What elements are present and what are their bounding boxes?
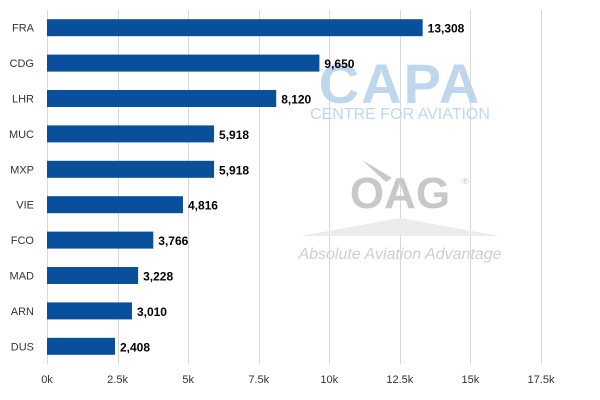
bar-arn bbox=[47, 302, 132, 320]
bar-vie bbox=[47, 196, 183, 214]
data-label: 2,408 bbox=[120, 340, 150, 354]
x-axis-tick-labels: 0k 2.5k 5k 7.5k 10k 12.5k 15k 17.5k bbox=[41, 374, 555, 386]
x-tick-label: 0k bbox=[41, 374, 53, 386]
oag-swoosh-icon bbox=[362, 160, 392, 182]
oag-tagline: Absolute Aviation Advantage bbox=[297, 246, 501, 263]
category-label: VIE bbox=[16, 200, 34, 212]
x-tick-label: 5k bbox=[182, 374, 194, 386]
bar-muc bbox=[47, 125, 215, 143]
category-label: ARN bbox=[11, 306, 34, 318]
bar-lhr bbox=[47, 90, 277, 107]
oag-logo-text: OAG bbox=[350, 169, 450, 218]
x-tick-label: 2.5k bbox=[107, 374, 128, 386]
bar-fra bbox=[47, 19, 423, 37]
x-tick-label: 10k bbox=[320, 374, 338, 386]
x-tick-label: 17.5k bbox=[528, 374, 555, 386]
x-tick-label: 12.5k bbox=[386, 374, 413, 386]
x-tick-label: 7.5k bbox=[248, 374, 269, 386]
data-label: 3,010 bbox=[137, 305, 167, 319]
oag-registered-mark: ® bbox=[462, 176, 469, 186]
bar-mxp bbox=[47, 160, 215, 178]
category-label: CDG bbox=[10, 58, 34, 70]
bars bbox=[47, 19, 423, 355]
bar-dus bbox=[47, 337, 115, 355]
data-label: 9,650 bbox=[324, 57, 354, 71]
category-label: FRA bbox=[12, 23, 35, 35]
capa-logo-text: CAPA bbox=[319, 52, 482, 115]
category-label: FCO bbox=[11, 235, 35, 247]
category-label: LHR bbox=[12, 94, 34, 106]
category-label: MXP bbox=[10, 164, 34, 176]
data-label: 3,766 bbox=[158, 234, 188, 248]
data-labels: 13,308 9,650 8,120 5,918 5,918 4,816 3,766 3,22… bbox=[120, 22, 465, 355]
x-tick-label: 15k bbox=[462, 374, 480, 386]
bar-cdg bbox=[47, 54, 320, 72]
category-label: MUC bbox=[9, 129, 34, 141]
category-label: DUS bbox=[11, 341, 34, 353]
oag-divider-shape bbox=[300, 218, 500, 236]
capa-logo-subtext: CENTRE FOR AVIATION bbox=[310, 106, 490, 123]
data-label: 3,228 bbox=[143, 270, 173, 284]
data-label: 4,816 bbox=[188, 199, 218, 213]
category-labels: FRA CDG LHR MUC MXP VIE FCO MAD ARN DUS bbox=[9, 23, 35, 354]
data-label: 5,918 bbox=[219, 163, 249, 177]
data-label: 8,120 bbox=[281, 93, 311, 107]
bar-mad bbox=[47, 267, 139, 284]
bar-fco bbox=[47, 231, 154, 249]
data-label: 13,308 bbox=[428, 22, 465, 36]
capa-watermark-logo: CAPA CENTRE FOR AVIATION bbox=[310, 52, 490, 123]
data-label: 5,918 bbox=[219, 128, 249, 142]
oag-watermark-logo: OAG ® Absolute Aviation Advantage bbox=[297, 160, 502, 263]
category-label: MAD bbox=[10, 271, 35, 283]
